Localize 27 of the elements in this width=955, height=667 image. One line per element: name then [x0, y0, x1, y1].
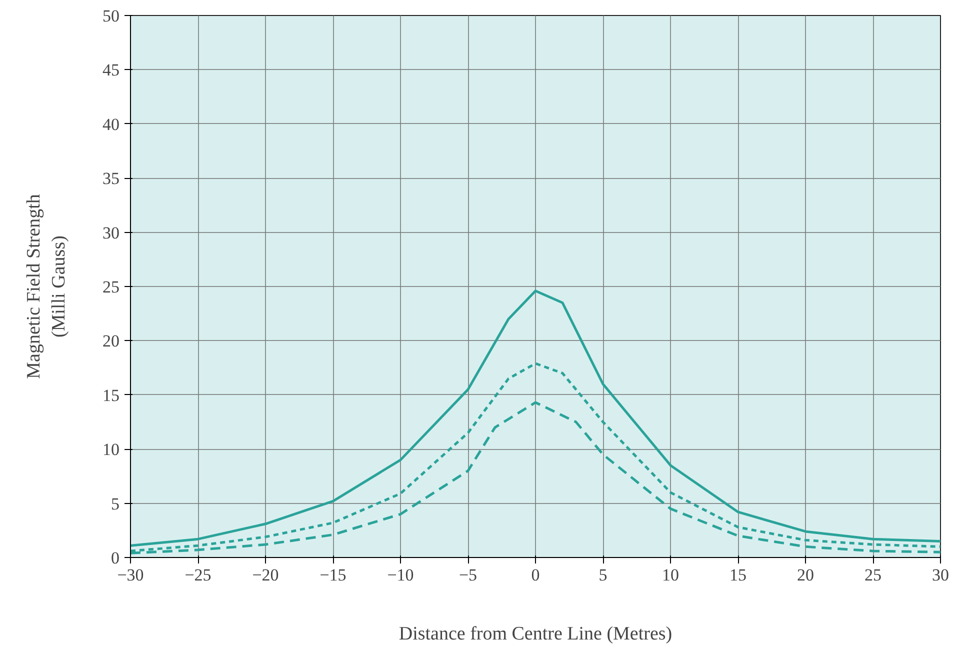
x-tick-label: −10 — [387, 566, 414, 584]
y-tick-label: 25 — [102, 278, 120, 296]
y-tick-label: 40 — [102, 114, 120, 134]
y-tick-label: 20 — [102, 332, 120, 351]
y-tick-label: 45 — [102, 60, 120, 80]
x-tick-label: 5 — [598, 566, 608, 584]
y-axis-title: Magnetic Field Strength (Milli Gauss) — [23, 194, 70, 379]
x-tick-label: 30 — [932, 566, 949, 584]
x-tick-label: 20 — [797, 566, 814, 584]
x-tick-label: −5 — [458, 566, 478, 584]
y-tick-label: 50 — [102, 6, 120, 26]
x-tick-label: 10 — [662, 566, 679, 584]
y-tick-label: 0 — [111, 548, 120, 568]
x-tick-label: −30 — [117, 566, 144, 584]
x-tick-label: 0 — [531, 566, 540, 584]
y-tick-label: 35 — [102, 169, 120, 188]
y-tick-label: 30 — [102, 223, 120, 242]
y-tick-label: 10 — [102, 440, 120, 460]
x-tick-label: −20 — [252, 566, 279, 584]
line-series — [130, 290, 940, 547]
y-tick-label: 15 — [102, 386, 120, 405]
x-axis-title: Distance from Centre Line (Metres) — [398, 624, 672, 644]
x-tick-label: −15 — [320, 566, 346, 584]
x-tick-label: 25 — [864, 566, 882, 584]
x-tick-label: 15 — [730, 566, 746, 584]
x-tick-label: −25 — [184, 566, 212, 584]
y-tick-label: 5 — [111, 494, 120, 514]
